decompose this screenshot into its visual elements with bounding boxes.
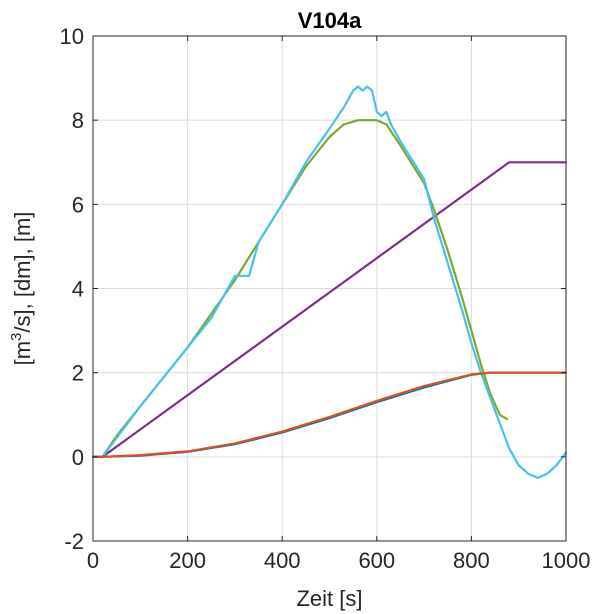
y-axis-title-part1: [m [10,341,35,365]
series-line-orange [91,371,568,458]
series-group [91,85,568,479]
grid [92,35,567,542]
y-tick-label: 0 [72,445,84,470]
x-tick-label: 800 [453,548,490,573]
series-line-blue [91,371,568,458]
y-tick-label: -2 [64,529,84,554]
x-tick-label: 600 [358,548,395,573]
x-tick-label: 200 [169,548,206,573]
y-axis-title-superscript: 3 [8,333,25,341]
x-tick-label: 0 [87,548,99,573]
y-axis-title-part2: /s], [dm], [m] [10,212,35,333]
x-axis-title: Zeit [s] [296,586,362,611]
y-tick-label: 4 [72,277,84,302]
y-tick-label: 6 [72,192,84,217]
y-tick-label: 10 [60,24,84,49]
chart-title: V104a [298,8,362,33]
y-tick-label: 8 [72,108,84,133]
y-axis-title: [m3/s], [dm], [m] [8,212,35,366]
series-line-cyan [91,85,568,479]
x-tick-label: 1000 [542,548,591,573]
y-tick-label: 2 [72,361,84,386]
x-tick-label: 400 [264,548,301,573]
